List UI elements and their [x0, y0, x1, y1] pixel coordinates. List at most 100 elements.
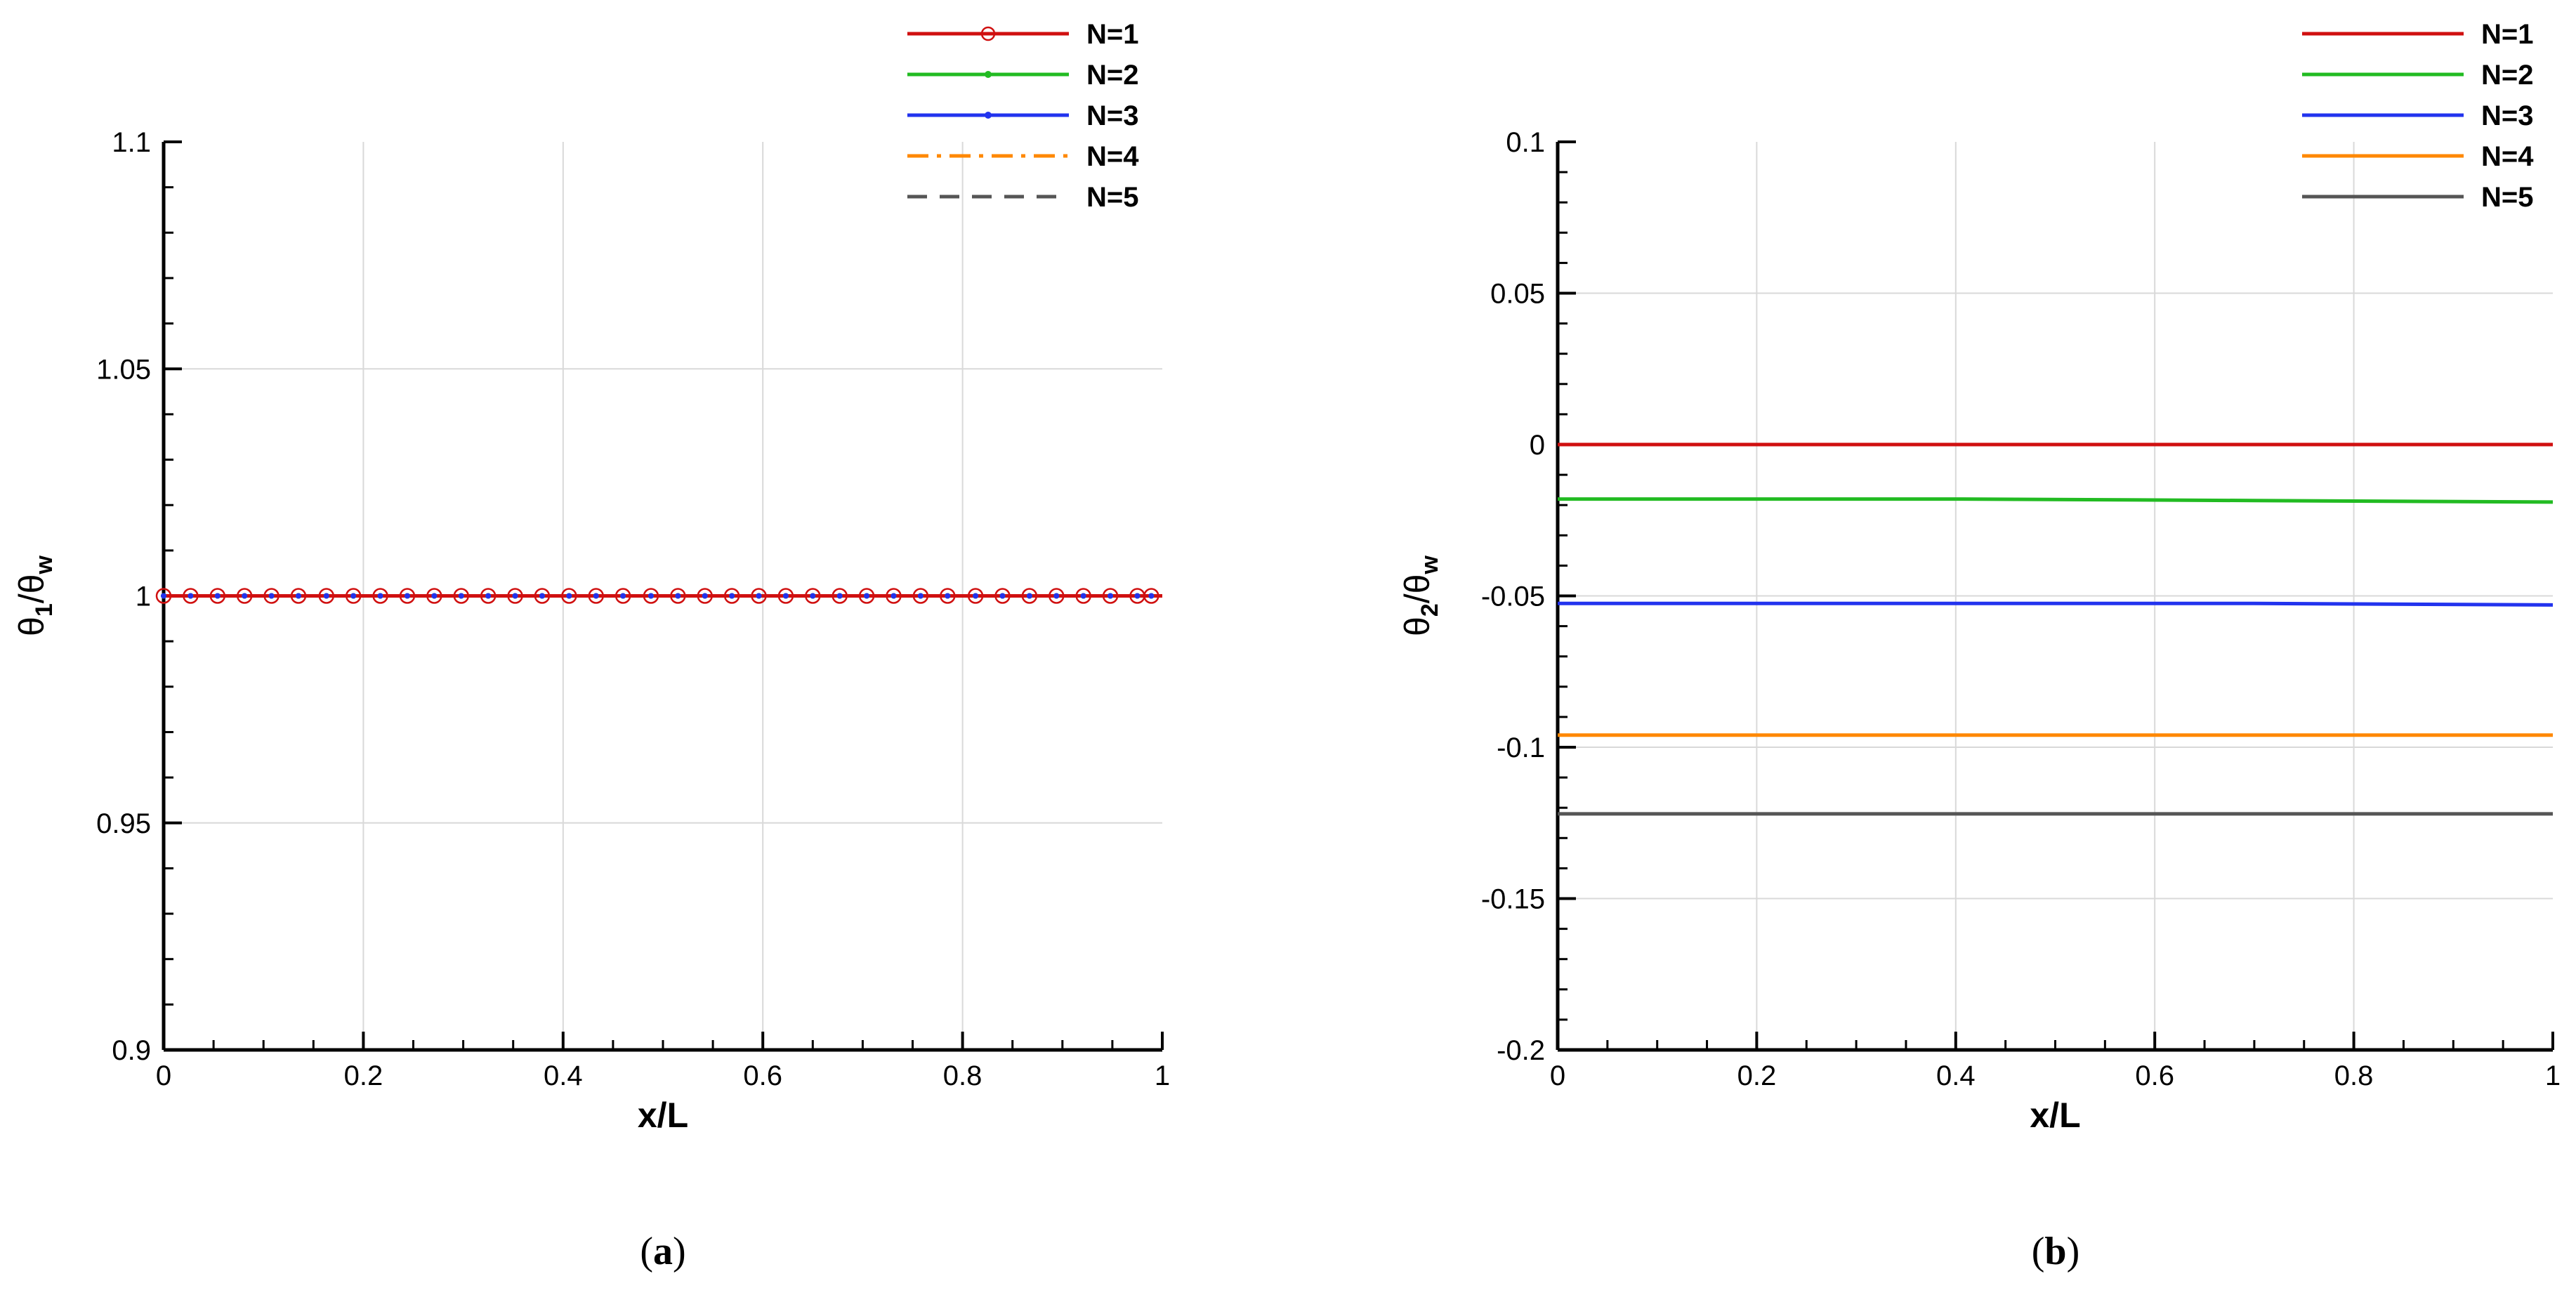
chart-panel-b: 0 0.2 0.4 0.6 0.8 1 -0.2 -0.15 -0.1 -0.05 0 0.05 0.1… — [1398, 19, 2561, 1273]
y-axis-title-slash: /θ — [12, 574, 51, 604]
series-marker-n3 — [1026, 593, 1032, 599]
legend-label: N=5 — [2481, 182, 2534, 213]
series-marker-n1 — [615, 588, 631, 604]
series-marker-n3 — [350, 593, 357, 599]
x-tick-label: 0.8 — [2334, 1060, 2374, 1091]
series-marker-n1 — [480, 588, 497, 604]
series-marker-n3 — [973, 593, 979, 599]
series-marker-n1 — [858, 588, 875, 604]
series-marker-n3 — [188, 593, 194, 599]
series-marker-n1 — [507, 588, 523, 604]
series-marker-n3 — [1053, 593, 1060, 599]
series-marker-n3 — [295, 593, 301, 599]
series-marker-n3 — [431, 593, 438, 599]
series-marker-n3 — [729, 593, 735, 599]
y-axis-title-theta: θ — [1398, 617, 1437, 636]
series-marker-n1 — [155, 588, 172, 604]
series-marker-n1 — [751, 588, 767, 604]
y-tick-label: 0 — [1530, 430, 1545, 461]
series-marker-n1 — [263, 588, 280, 604]
panel-label-open-paren: ( — [2032, 1230, 2045, 1273]
y-axis-title-theta: θ — [12, 617, 51, 636]
series-marker-n3 — [756, 593, 762, 599]
markers-group — [155, 588, 1159, 604]
series-marker-n1 — [832, 588, 848, 604]
series-marker-n3 — [214, 593, 221, 599]
series-marker-n3 — [377, 593, 383, 599]
series-marker-n1 — [1049, 588, 1065, 604]
legend: N=1 N=2 N=3 N=4 N=5 — [907, 19, 1139, 213]
legend: N=1 N=2 N=3 N=4 N=5 — [2302, 19, 2534, 213]
x-tick-label: 0.6 — [743, 1060, 782, 1091]
series-marker-n1 — [912, 588, 929, 604]
y-axis-title-sub: 2 — [1417, 603, 1443, 617]
legend-label: N=2 — [1086, 60, 1139, 91]
series-marker-n1 — [290, 588, 307, 604]
panel-label-letter: a — [653, 1230, 673, 1273]
series-marker-n3 — [161, 593, 166, 599]
series-marker-n3 — [566, 593, 572, 599]
y-tick-label: 1 — [136, 581, 151, 612]
legend-label: N=5 — [1086, 182, 1139, 213]
series-marker-n3 — [836, 593, 843, 599]
series-marker-n1 — [534, 588, 551, 604]
series-marker-n1 — [588, 588, 604, 604]
series-marker-n1 — [236, 588, 253, 604]
series-marker-n3 — [620, 593, 626, 599]
series-marker-n3 — [593, 593, 599, 599]
y-tick-label: 1.1 — [112, 127, 151, 158]
y-tick-label: 1.05 — [96, 354, 151, 385]
y-tick-label: 0.95 — [96, 808, 151, 839]
series-marker-n3 — [810, 593, 816, 599]
x-tick-label: 0.8 — [943, 1060, 983, 1091]
series-marker-n1 — [426, 588, 442, 604]
y-axis-title-sub: 1 — [31, 603, 58, 617]
series-marker-n3 — [323, 593, 329, 599]
legend-label: N=4 — [2481, 141, 2534, 172]
x-tick-label: 0.2 — [344, 1060, 383, 1091]
series-marker-n3 — [512, 593, 518, 599]
series-marker-n3 — [268, 593, 275, 599]
series-marker-n1 — [209, 588, 226, 604]
series-marker-n1 — [777, 588, 794, 604]
series-marker-n1 — [1102, 588, 1119, 604]
y-axis-title-slash: /θ — [1398, 574, 1437, 604]
series-marker-n3 — [1148, 593, 1155, 599]
series-marker-n1 — [994, 588, 1011, 604]
series-group — [1558, 442, 2554, 816]
legend-marker — [980, 26, 996, 41]
x-tick-label: 0 — [1550, 1060, 1565, 1091]
x-axis-title: x/L — [638, 1096, 688, 1135]
panel-label: (a) — [640, 1230, 685, 1273]
series-marker-n3 — [945, 593, 951, 599]
series-marker-n1 — [399, 588, 416, 604]
panel-label-letter: b — [2044, 1230, 2066, 1273]
y-axis-title: θ2/θw — [1398, 556, 1443, 636]
series-marker-n1 — [643, 588, 659, 604]
series-marker-n3 — [864, 593, 870, 599]
series-marker-n3 — [891, 593, 897, 599]
legend-label: N=3 — [2481, 100, 2534, 131]
series-line-n2 — [1558, 497, 2554, 504]
series-marker-n1 — [723, 588, 740, 604]
series-marker-n1 — [561, 588, 577, 604]
series-marker-n3 — [999, 593, 1006, 599]
legend-label: N=2 — [2481, 60, 2534, 91]
x-tick-label: 0 — [156, 1060, 171, 1091]
y-tick-label: 0.9 — [112, 1035, 151, 1066]
series-marker-n3 — [485, 593, 492, 599]
series-marker-n3 — [404, 593, 410, 599]
y-axis-title: θ1/θw — [12, 556, 58, 636]
legend-marker — [985, 112, 992, 119]
series-marker-n1 — [1075, 588, 1091, 604]
panel-label-open-paren: ( — [640, 1230, 653, 1273]
x-tick-label: 0.6 — [2135, 1060, 2174, 1091]
series-marker-n1 — [886, 588, 902, 604]
series-marker-n1 — [318, 588, 335, 604]
legend-label: N=3 — [1086, 100, 1139, 131]
y-tick-label: 0.05 — [1490, 279, 1545, 310]
series-marker-n3 — [458, 593, 464, 599]
y-axis-title-sub2: w — [31, 556, 58, 575]
series-marker-n3 — [917, 593, 924, 599]
